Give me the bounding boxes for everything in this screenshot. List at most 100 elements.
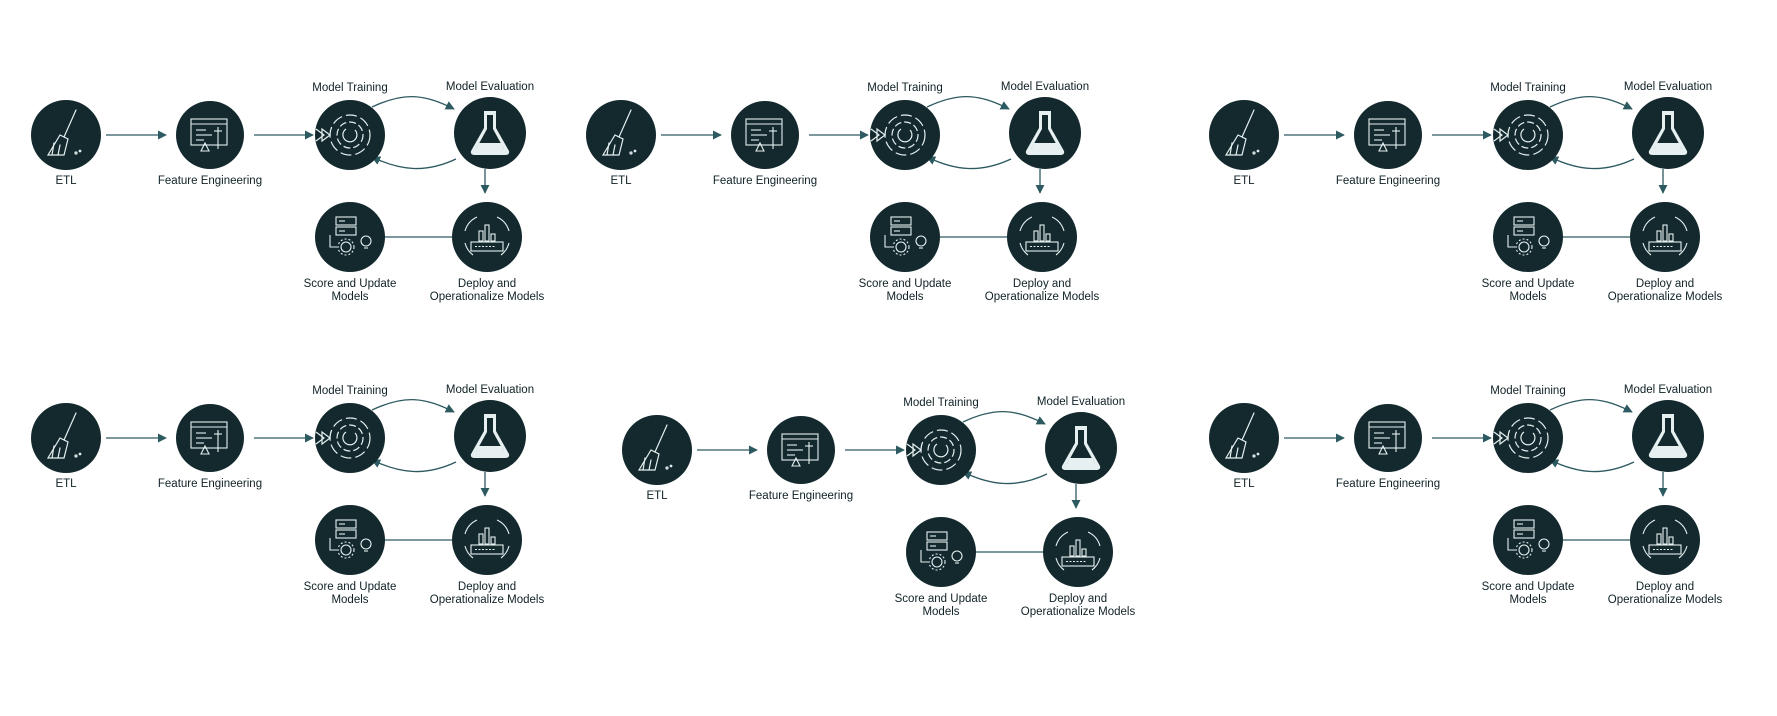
workflow-panel-4: ETL Feature Engineering Model Training M… [31,384,544,606]
label-deploy-line2: Operationalize Models [1021,606,1136,618]
label-score-line1: Score and Update [1482,581,1575,593]
label-deploy-line1: Deploy and [458,581,516,593]
node-model-evaluation [1009,97,1081,169]
node-etl [1209,100,1279,170]
broom-icon [1224,109,1260,156]
arrow-evaluation-to-training [371,156,457,170]
label-feature-engineering: Feature Engineering [1336,478,1440,490]
arrow-training-to-evaluation [926,96,1010,110]
training-cycle-icon [870,114,926,156]
arrow-training-to-evaluation [962,411,1046,425]
label-score-line2: Models [1509,291,1546,303]
deploy-chart-icon [464,519,510,559]
label-deploy-line2: Operationalize Models [430,291,545,303]
label-model-training: Model Training [1490,82,1565,94]
training-cycle-icon [315,417,371,459]
node-deploy [1630,505,1700,575]
label-score-line1: Score and Update [895,593,988,605]
node-etl [31,403,101,473]
node-score [906,517,976,587]
label-etl: ETL [1233,175,1255,187]
label-score-line2: Models [922,606,959,618]
training-cycle-icon [315,114,371,156]
label-feature-engineering: Feature Engineering [713,175,817,187]
server-lightbulb-icon [1507,519,1550,559]
node-deploy [452,202,522,272]
arrow-evaluation-to-training [1549,156,1635,170]
arrow-training-to-evaluation [371,96,455,110]
server-lightbulb-icon [329,519,372,559]
label-deploy-line1: Deploy and [1636,581,1694,593]
label-model-evaluation: Model Evaluation [1037,396,1125,408]
flask-icon [1061,426,1101,470]
node-feature-engineering [176,404,244,472]
label-model-training: Model Training [867,82,942,94]
flask-icon [470,414,510,458]
server-lightbulb-icon [329,216,372,256]
label-etl: ETL [646,490,668,502]
node-model-training [1493,403,1563,473]
node-model-training [315,403,385,473]
node-model-evaluation [454,97,526,169]
label-deploy-line2: Operationalize Models [430,594,545,606]
node-feature-engineering [767,416,835,484]
code-tools-icon [781,433,819,467]
node-model-training [870,100,940,170]
label-deploy-line2: Operationalize Models [1608,594,1723,606]
node-etl [31,100,101,170]
label-model-training: Model Training [312,82,387,94]
workflow-panel-3: ETL Feature Engineering Model Training M… [1209,81,1722,303]
label-deploy-line2: Operationalize Models [985,291,1100,303]
arrow-training-to-evaluation [371,399,455,413]
node-score [1493,202,1563,272]
deploy-chart-icon [1019,216,1065,256]
code-tools-icon [190,118,228,152]
node-deploy [452,505,522,575]
broom-icon [637,424,673,471]
label-etl: ETL [55,478,77,490]
node-feature-engineering [1354,404,1422,472]
flask-icon [1648,111,1688,155]
workflow-panel-2: ETL Feature Engineering Model Training M… [586,81,1099,303]
broom-icon [1224,412,1260,459]
server-lightbulb-icon [884,216,927,256]
broom-icon [46,109,82,156]
node-model-training [315,100,385,170]
arrow-evaluation-to-training [371,459,457,473]
node-score [315,202,385,272]
code-tools-icon [190,421,228,455]
label-model-evaluation: Model Evaluation [1624,81,1712,93]
label-feature-engineering: Feature Engineering [158,478,262,490]
label-deploy-line1: Deploy and [1049,593,1107,605]
broom-icon [46,412,82,459]
node-feature-engineering [1354,101,1422,169]
node-model-evaluation [1632,97,1704,169]
label-deploy-line2: Operationalize Models [1608,291,1723,303]
label-deploy-line1: Deploy and [1013,278,1071,290]
arrow-evaluation-to-training [1549,459,1635,473]
label-deploy-line1: Deploy and [1636,278,1694,290]
label-model-evaluation: Model Evaluation [1624,384,1712,396]
node-model-training [906,415,976,485]
label-score-line1: Score and Update [304,278,397,290]
label-score-line2: Models [331,594,368,606]
node-deploy [1630,202,1700,272]
label-deploy-line1: Deploy and [458,278,516,290]
node-score [1493,505,1563,575]
label-feature-engineering: Feature Engineering [749,490,853,502]
code-tools-icon [1368,118,1406,152]
label-feature-engineering: Feature Engineering [158,175,262,187]
label-etl: ETL [1233,478,1255,490]
arrow-evaluation-to-training [962,471,1048,485]
label-model-training: Model Training [903,397,978,409]
label-model-evaluation: Model Evaluation [1001,81,1089,93]
node-etl [586,100,656,170]
label-model-evaluation: Model Evaluation [446,81,534,93]
flask-icon [1648,414,1688,458]
workflow-panel-6: ETL Feature Engineering Model Training M… [1209,384,1722,606]
code-tools-icon [1368,421,1406,455]
label-feature-engineering: Feature Engineering [1336,175,1440,187]
workflow-panel-1: ETL Feature Engineering Model Training M… [31,81,544,303]
